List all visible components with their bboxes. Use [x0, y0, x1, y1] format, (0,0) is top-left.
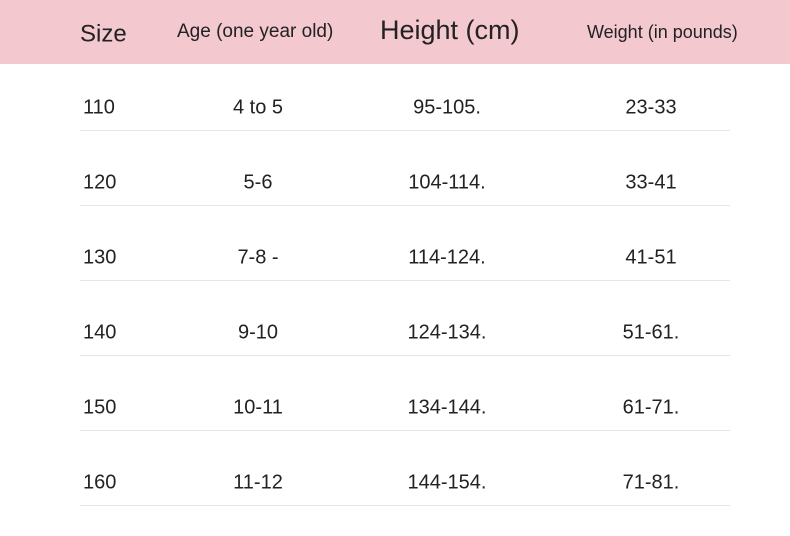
table-cell: 134-144. — [408, 396, 487, 418]
header-cell: Age (one year old) — [177, 21, 333, 42]
table-cell: 4 to 5 — [233, 96, 283, 118]
table-cell: 160 — [83, 471, 116, 493]
table-cell: 130 — [83, 246, 116, 268]
table-cell: 104-114. — [408, 171, 485, 193]
table-cell: 61-71. — [623, 396, 680, 418]
table-cell: 23-33 — [625, 96, 676, 118]
table-cell: 51-61. — [623, 321, 680, 343]
header-cell: Weight (in pounds) — [587, 22, 738, 42]
table-cell: 144-154. — [408, 471, 487, 493]
table-cell: 11-12 — [233, 471, 283, 493]
table-cell: 120 — [83, 171, 116, 193]
table-cell: 41-51 — [625, 246, 676, 268]
table-cell: 10-11 — [233, 396, 283, 418]
table-cell: 95-105. — [413, 96, 481, 118]
header-band — [0, 0, 790, 64]
table-cell: 150 — [83, 396, 116, 418]
table-cell: 5-6 — [244, 171, 273, 193]
header-cell: Size — [80, 20, 127, 47]
header-cell: Height (cm) — [380, 15, 520, 45]
table-cell: 110 — [83, 96, 115, 118]
table-cell: 9-10 — [238, 321, 278, 343]
table-cell: 114-124. — [408, 246, 485, 268]
table-cell: 7-8 - — [237, 246, 278, 268]
table-cell: 140 — [83, 321, 116, 343]
table-cell: 33-41 — [625, 171, 676, 193]
table-cell: 124-134. — [408, 321, 487, 343]
table-cell: 71-81. — [623, 471, 680, 493]
